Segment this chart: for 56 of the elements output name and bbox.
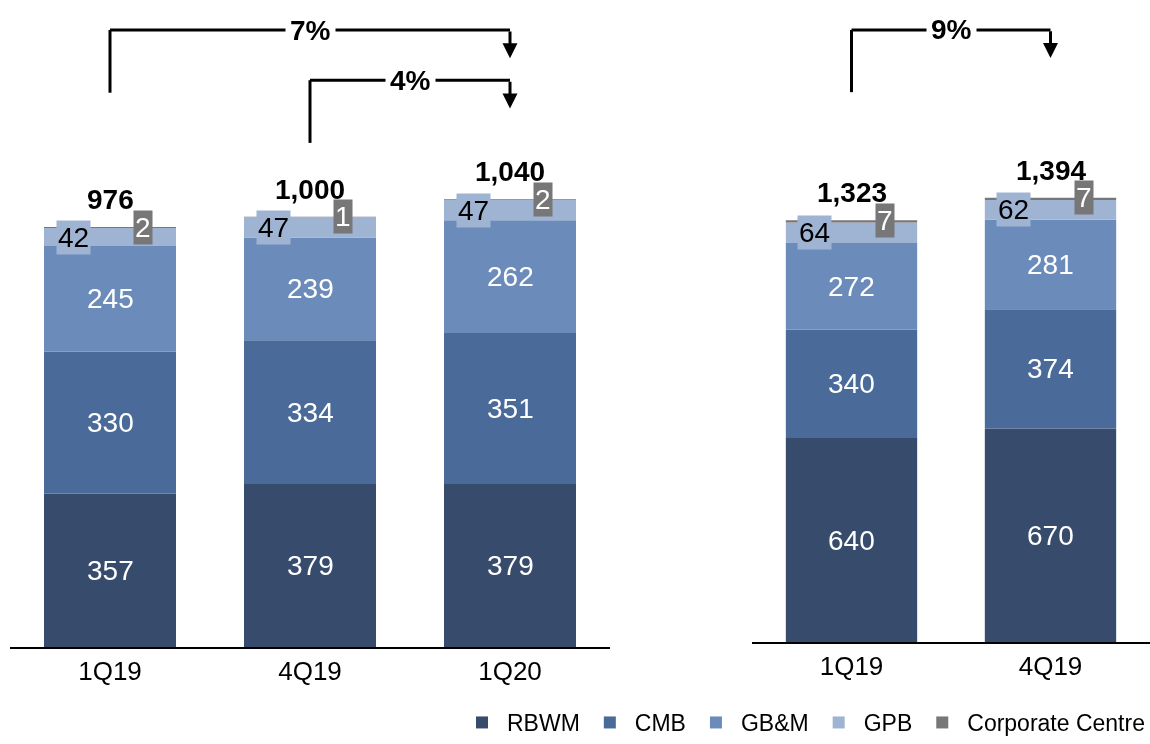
legend-label: CMB: [634, 710, 686, 737]
data-label: 7: [1076, 182, 1092, 213]
data-label: 1: [335, 201, 351, 232]
data-label: 64: [799, 217, 831, 248]
total-label: 1,040: [475, 156, 546, 187]
data-label: 2: [535, 184, 551, 215]
data-label: 262: [487, 261, 534, 292]
bar: [244, 340, 376, 484]
bar: [984, 428, 1117, 642]
total-label: 1,323: [817, 177, 888, 208]
x-tick-label: 4Q19: [278, 656, 342, 687]
x-tick-label: 1Q20: [478, 656, 542, 687]
data-label: 281: [1027, 249, 1074, 280]
bar: [785, 242, 918, 330]
data-label: 245: [87, 283, 134, 314]
data-label: 62: [998, 194, 1030, 225]
bar: [444, 332, 576, 484]
data-label: 379: [287, 550, 334, 581]
bar: [44, 351, 176, 494]
data-label: 47: [458, 195, 490, 226]
bar: [984, 219, 1117, 310]
legend-label: GPB: [863, 710, 913, 737]
data-label: 374: [1027, 353, 1074, 384]
bar: [444, 220, 576, 333]
text: 7%: [290, 15, 331, 46]
bar: [785, 438, 918, 642]
data-label: 379: [487, 550, 534, 581]
data-label: 239: [287, 273, 334, 304]
x-tick-label: 4Q19: [1018, 651, 1083, 682]
bar: [44, 493, 176, 647]
data-label: 2: [135, 212, 151, 243]
data-label: 640: [828, 525, 875, 556]
bar: [244, 237, 376, 341]
data-label: 42: [58, 222, 90, 253]
data-label: 334: [287, 397, 334, 428]
legend-label: GB&M: [740, 710, 809, 737]
data-label: 340: [828, 368, 875, 399]
text: 4%: [390, 65, 431, 96]
text: 9%: [931, 14, 972, 45]
bar: [444, 483, 576, 647]
bar: [785, 329, 918, 439]
data-label: 351: [487, 393, 534, 424]
bar: [984, 309, 1117, 429]
data-label: 357: [87, 555, 134, 586]
data-label: 670: [1027, 520, 1074, 551]
legend-label: Corporate Centre: [967, 710, 1145, 737]
x-tick-label: 1Q19: [819, 651, 884, 682]
data-label: 330: [87, 407, 134, 438]
data-label: 47: [258, 212, 290, 243]
data-label: 7: [877, 205, 893, 236]
bar: [44, 246, 176, 352]
legend-label: RBWM: [507, 710, 580, 737]
bar: [244, 483, 376, 647]
x-tick-label: 1Q19: [78, 656, 142, 687]
data-label: 272: [828, 271, 875, 302]
total-label: 976: [87, 184, 134, 215]
